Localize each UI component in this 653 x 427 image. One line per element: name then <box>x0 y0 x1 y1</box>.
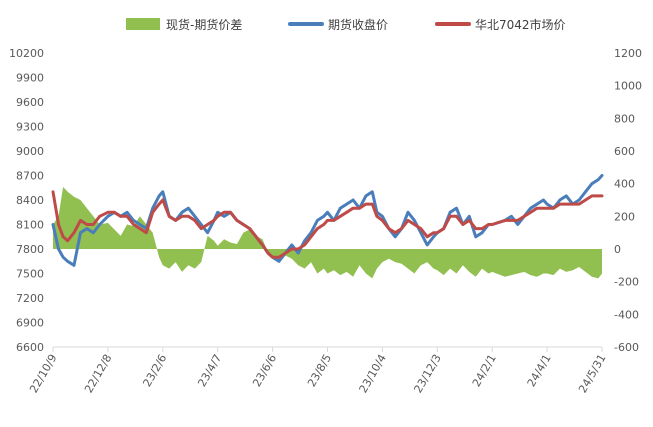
x-tick-label: 23/8/5 <box>305 352 334 389</box>
y-left-tick-label: 7500 <box>16 268 44 281</box>
legend-label-spot: 华北7042市场价 <box>475 17 566 32</box>
y-right-tick-label: 200 <box>614 210 635 223</box>
y-right-tick-label: -400 <box>614 308 639 321</box>
x-tick-label: 23/12/3 <box>411 352 443 395</box>
y-left-tick-label: 8100 <box>16 219 44 232</box>
legend-swatch-spread <box>126 18 160 30</box>
x-tick-label: 24/2/1 <box>470 352 499 389</box>
y-right-tick-label: 1200 <box>614 47 642 60</box>
y-right-tick-label: 0 <box>614 243 621 256</box>
y-axis-left: 10200 9900 9600 9300 9000 8700 8400 8100 7800 750… <box>9 47 44 354</box>
x-tick-label: 22/12/8 <box>82 352 114 395</box>
futures-line <box>51 174 604 267</box>
spot-line <box>51 190 604 259</box>
x-tick-label: 22/10/9 <box>27 352 59 395</box>
y-right-tick-label: -200 <box>614 276 639 289</box>
y-right-tick-label: 400 <box>614 178 635 191</box>
y-left-tick-label: 8700 <box>16 170 44 183</box>
y-left-tick-label: 8400 <box>16 194 44 207</box>
y-left-tick-label: 9000 <box>16 145 44 158</box>
y-left-tick-label: 7200 <box>16 292 44 305</box>
y-left-tick-label: 9900 <box>16 72 44 85</box>
y-left-tick-label: 7800 <box>16 243 44 256</box>
legend: 现货-期货价差 期货收盘价 华北7042市场价 <box>126 17 566 32</box>
x-tick-label: 23/6/6 <box>250 352 279 389</box>
legend-label-spread: 现货-期货价差 <box>166 17 242 32</box>
y-left-tick-label: 6900 <box>16 317 44 330</box>
legend-label-futures: 期货收盘价 <box>328 17 388 32</box>
y-right-tick-label: 1000 <box>614 80 642 93</box>
y-left-tick-label: 9300 <box>16 121 44 134</box>
x-tick-label: 23/10/4 <box>357 352 389 395</box>
x-tick-label: 23/4/7 <box>195 352 224 389</box>
x-tick-label: 24/5/31 <box>576 352 608 395</box>
x-tick-label: 23/2/6 <box>140 352 169 389</box>
y-left-tick-label: 10200 <box>9 47 44 60</box>
x-tick-label: 24/4/1 <box>525 352 554 389</box>
y-right-tick-label: 800 <box>614 112 635 125</box>
plot-area <box>51 174 604 279</box>
y-left-tick-label: 6600 <box>16 341 44 354</box>
x-axis: 22/10/9 22/12/8 23/2/6 23/4/7 23/6/6 23/8/5 23… <box>27 346 609 395</box>
y-right-tick-label: 600 <box>614 145 635 158</box>
spread-area <box>53 186 602 279</box>
y-axis-right: 1200 1000 800 600 400 200 0 -200 -400 -600 <box>614 47 642 354</box>
y-right-tick-label: -600 <box>614 341 639 354</box>
y-left-tick-label: 9600 <box>16 96 44 109</box>
